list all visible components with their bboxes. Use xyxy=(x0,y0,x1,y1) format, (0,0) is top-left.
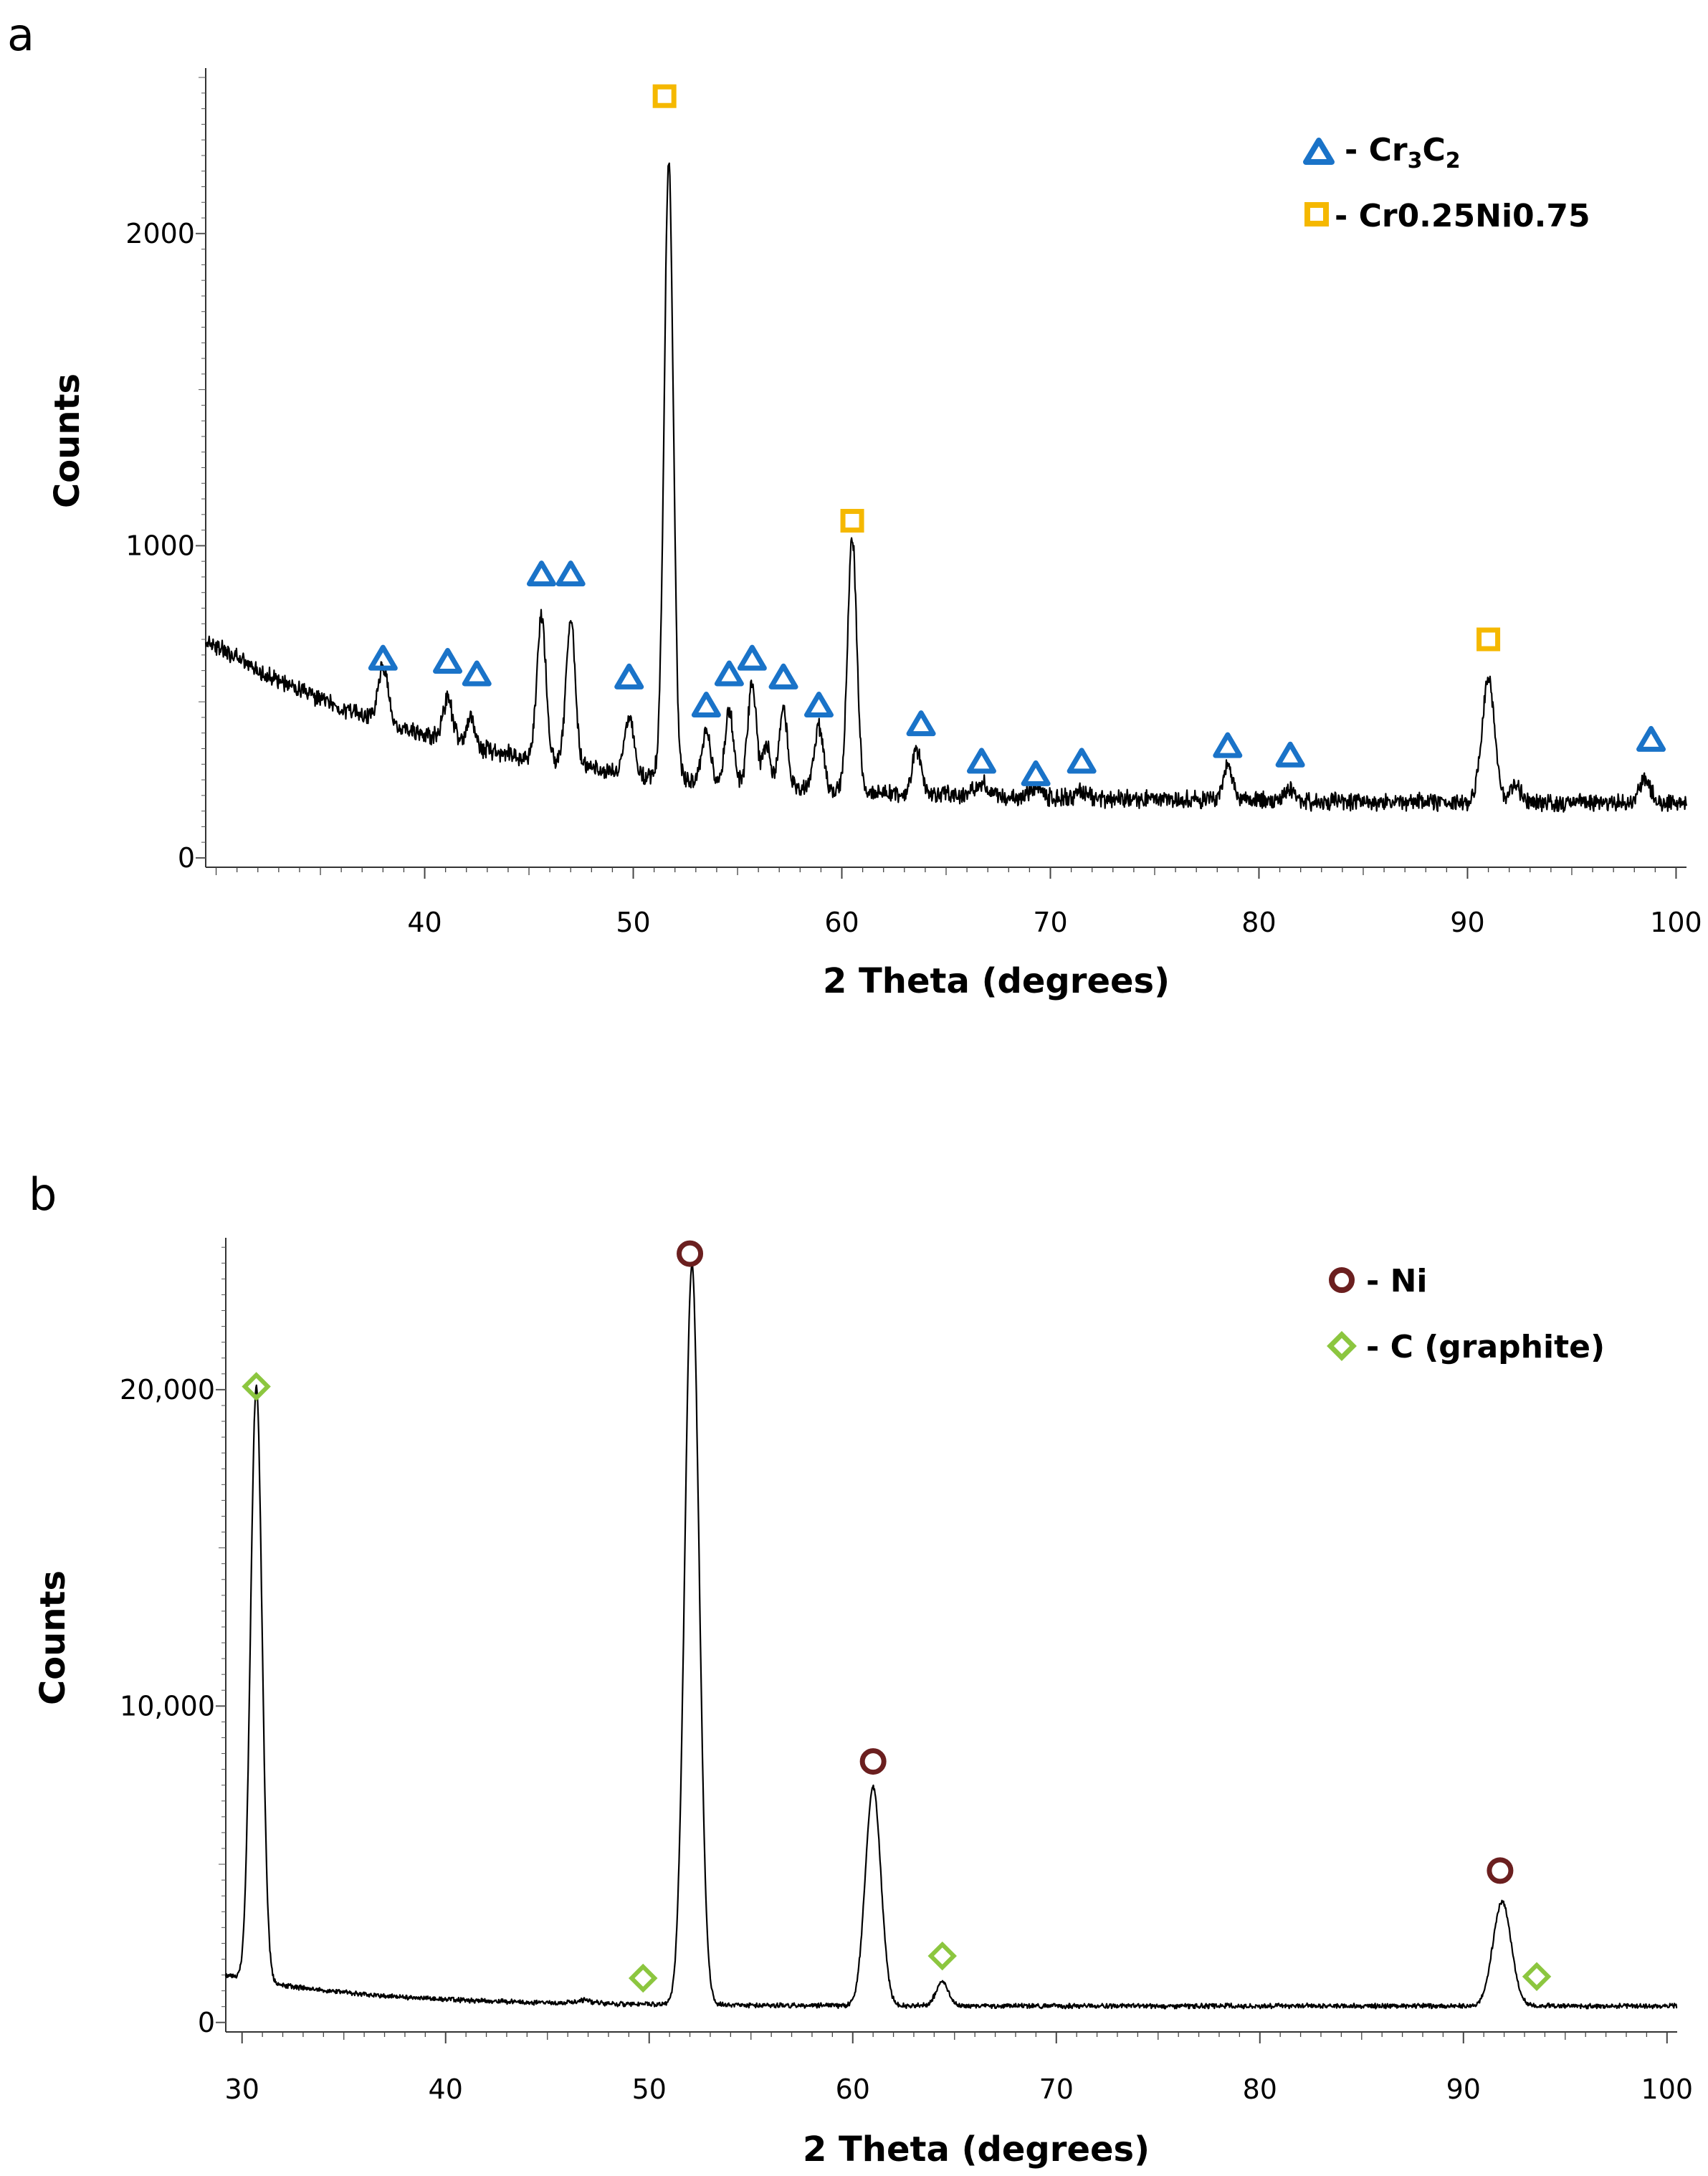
panel-a-y-axis-title: Counts xyxy=(47,373,87,508)
triangle-marker-cr3c2 xyxy=(462,660,492,687)
diamond-marker-c-graphite- xyxy=(1522,1962,1552,1991)
triangle-marker-cr3c2 xyxy=(691,692,721,718)
square-marker-cr0-25ni0-75 xyxy=(652,84,677,108)
diamond-marker-c-graphite- xyxy=(242,1372,271,1401)
y-tick-label: 0 xyxy=(178,842,195,874)
x-tick-label: 100 xyxy=(1641,2074,1694,2105)
panel-b-y-axis-title: Counts xyxy=(33,1570,73,1705)
panel-b-plot-area: 30 40 50 60 70 80 90 100 0 10,000 20,000 xyxy=(120,1238,1693,2105)
y-tick-label: 20,000 xyxy=(120,1374,215,1406)
panel-b-x-axis-title: 2 Theta (degrees) xyxy=(803,2129,1150,2170)
legend-cr3c2-sub1: 3 xyxy=(1408,148,1423,173)
x-tick-label: 40 xyxy=(429,2074,463,2105)
xrd-pattern-line xyxy=(224,1263,1678,2010)
triangle-marker-cr3c2 xyxy=(906,710,936,737)
legend-item-cr025ni075: - Cr0.25Ni0.75 xyxy=(1304,198,1590,234)
triangle-marker-cr3c2 xyxy=(555,560,586,587)
panel-b-legend: - Ni - C (graphite) xyxy=(1327,1263,1605,1365)
panel-b: b 30 40 50 60 70 80 90 100 0 10,000 20,000 2 Theta… xyxy=(29,1168,1693,2170)
triangle-marker-cr3c2 xyxy=(1067,748,1097,774)
triangle-marker-cr3c2 xyxy=(526,560,556,587)
triangle-marker-cr3c2 xyxy=(433,648,463,674)
x-tick-label: 50 xyxy=(616,907,650,938)
xrd-pattern-line xyxy=(204,162,1688,813)
triangle-marker-cr3c2 xyxy=(1636,725,1666,752)
triangle-marker-cr3c2 xyxy=(714,660,744,687)
square-marker-cr0-25ni0-75 xyxy=(1476,627,1501,652)
x-tick-label: 40 xyxy=(407,907,442,938)
circle-marker-ni xyxy=(859,1748,887,1775)
x-tick-label: 30 xyxy=(225,2074,259,2105)
x-tick-label: 90 xyxy=(1446,2074,1481,2105)
legend-cr3c2-sub2: 2 xyxy=(1446,148,1461,173)
x-tick-label: 50 xyxy=(632,2074,667,2105)
triangle-marker-cr3c2 xyxy=(803,692,834,718)
triangle-marker-icon xyxy=(1303,138,1335,165)
x-tick-label: 100 xyxy=(1650,907,1702,938)
y-tick-label: 2000 xyxy=(125,218,195,249)
x-tick-label: 90 xyxy=(1450,907,1484,938)
triangle-marker-cr3c2 xyxy=(368,644,398,671)
x-tick-label: 80 xyxy=(1241,907,1276,938)
svg-text:- Cr3C2: - Cr3C2 xyxy=(1345,132,1461,173)
legend-graphite-label: - C (graphite) xyxy=(1366,1329,1605,1365)
circle-marker-ni xyxy=(1487,1857,1514,1884)
y-tick-label: 0 xyxy=(198,2007,215,2038)
triangle-marker-cr3c2 xyxy=(966,748,996,774)
x-tick-label: 70 xyxy=(1033,907,1067,938)
triangle-marker-cr3c2 xyxy=(1275,741,1305,768)
panel-a-legend: - Cr3C2 - Cr0.25Ni0.75 xyxy=(1303,132,1590,234)
panel-b-letter: b xyxy=(29,1168,57,1221)
diamond-marker-icon xyxy=(1327,1331,1357,1361)
triangle-marker-cr3c2 xyxy=(737,644,767,671)
legend-cr3c2-part1: - Cr xyxy=(1345,132,1408,168)
panel-a-letter: a xyxy=(7,9,34,61)
legend-cr3c2-part2: C xyxy=(1422,132,1445,168)
y-tick-label: 1000 xyxy=(125,530,195,561)
diamond-marker-c-graphite- xyxy=(628,1963,658,1993)
legend-ni-label: - Ni xyxy=(1366,1263,1428,1299)
triangle-marker-cr3c2 xyxy=(768,663,798,689)
panel-a-x-axis-title: 2 Theta (degrees) xyxy=(823,961,1170,1001)
triangle-marker-cr3c2 xyxy=(1213,732,1243,758)
x-tick-label: 60 xyxy=(824,907,859,938)
circle-marker-ni xyxy=(677,1240,704,1267)
square-marker-icon xyxy=(1304,202,1329,226)
y-tick-label: 10,000 xyxy=(120,1690,215,1722)
triangle-marker-cr3c2 xyxy=(1021,760,1051,786)
triangle-marker-cr3c2 xyxy=(614,663,644,689)
legend-cr025ni075-label: - Cr0.25Ni0.75 xyxy=(1335,198,1590,234)
legend-item-ni: - Ni xyxy=(1329,1263,1428,1299)
diamond-marker-c-graphite- xyxy=(927,1941,957,1971)
x-tick-label: 70 xyxy=(1039,2074,1074,2105)
x-tick-label: 80 xyxy=(1243,2074,1277,2105)
legend-item-graphite: - C (graphite) xyxy=(1327,1329,1605,1365)
legend-item-cr3c2: - Cr3C2 xyxy=(1303,132,1461,173)
x-tick-label: 60 xyxy=(836,2074,870,2105)
circle-marker-icon xyxy=(1329,1267,1355,1293)
square-marker-cr0-25ni0-75 xyxy=(840,509,864,533)
